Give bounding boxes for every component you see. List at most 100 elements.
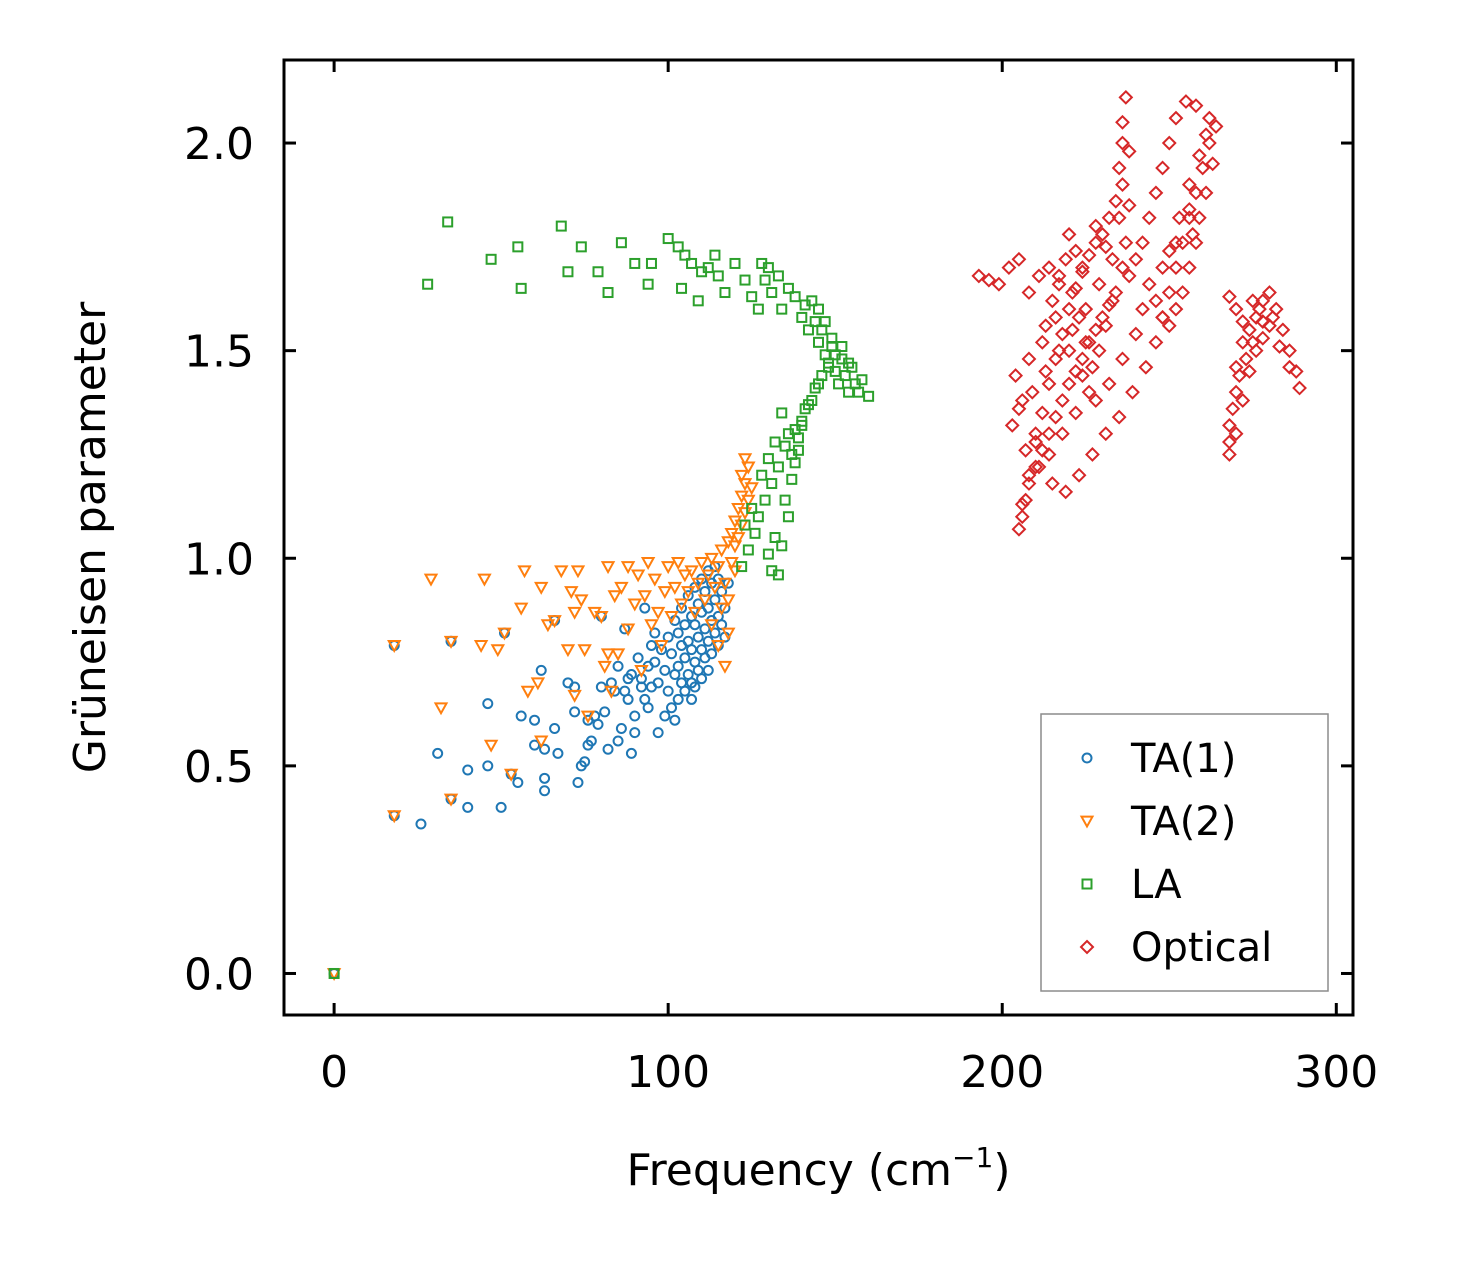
data-point: [1021, 467, 1037, 483]
data-point: [692, 295, 704, 307]
data-point: [1228, 359, 1244, 375]
data-point: [686, 644, 698, 656]
data-point: [689, 619, 701, 631]
data-point: [642, 702, 654, 714]
data-point: [752, 303, 764, 315]
data-point: [602, 743, 614, 755]
data-point: [547, 615, 562, 629]
data-point: [1128, 251, 1144, 267]
data-point: [1155, 310, 1170, 325]
x-axis-label-close: ): [993, 1145, 1010, 1196]
data-point: [1081, 334, 1097, 350]
y-tick-label: 0.0: [184, 949, 254, 1000]
data-point: [709, 627, 721, 639]
data-point: [1191, 148, 1207, 163]
data-point: [701, 569, 716, 583]
y-tick-label: 1.5: [184, 327, 254, 378]
data-point: [702, 602, 714, 614]
data-point: [462, 764, 474, 776]
data-point: [555, 220, 567, 232]
data-point: [696, 673, 708, 685]
data-point: [662, 685, 674, 697]
data-point: [482, 698, 494, 710]
data-point: [1208, 119, 1224, 134]
data-point: [1008, 368, 1024, 383]
data-point: [634, 664, 649, 678]
data-point: [575, 241, 587, 253]
data-point: [759, 274, 771, 286]
data-point: [1051, 343, 1067, 359]
data-point: [802, 399, 814, 411]
data-point: [604, 685, 619, 699]
data-point: [719, 287, 731, 299]
data-point: [1095, 226, 1110, 242]
data-point: [1034, 334, 1050, 350]
data-point: [577, 644, 592, 658]
data-point: [1081, 384, 1097, 400]
data-point: [1235, 334, 1251, 350]
legend-item: Optical: [1079, 925, 1272, 971]
data-point: [1028, 434, 1044, 450]
data-point: [1028, 426, 1044, 442]
data-point: [1228, 426, 1244, 442]
data-point: [574, 594, 589, 608]
data-point: [387, 640, 402, 654]
data-point: [1161, 243, 1177, 259]
plot-frame: [282, 58, 1355, 1017]
data-point: [503, 768, 519, 782]
data-point: [674, 598, 689, 612]
data-point: [620, 623, 636, 637]
data-point: [650, 606, 666, 620]
data-point: [776, 540, 788, 552]
data-point: [483, 739, 499, 753]
legend: TA(1) TA(2) LA Optical: [1040, 713, 1329, 992]
data-point: [1228, 384, 1244, 400]
data-point: [644, 619, 659, 633]
legend-box: [1040, 713, 1329, 992]
series-optical: [971, 89, 1307, 537]
data-point: [655, 644, 667, 656]
data-point: [1081, 247, 1097, 263]
data-point: [645, 639, 657, 651]
data-point: [529, 739, 541, 751]
data-point: [535, 664, 547, 676]
data-point: [742, 544, 754, 556]
data-point: [637, 590, 652, 604]
data-point: [741, 494, 756, 508]
data-point: [679, 249, 691, 261]
data-point: [592, 266, 604, 278]
data-point: [1048, 310, 1064, 325]
data-point: [1111, 210, 1127, 226]
data-point: [1282, 359, 1297, 375]
data-point: [772, 569, 784, 581]
data-point: [1255, 330, 1271, 346]
data-point: [539, 743, 551, 755]
data-point: [1181, 210, 1197, 226]
data-point: [731, 532, 746, 546]
data-point: [1148, 293, 1164, 309]
data-point: [789, 291, 801, 303]
data-point: [1121, 197, 1137, 213]
data-point: [1115, 135, 1130, 151]
data-point: [776, 303, 788, 315]
data-point: [1078, 334, 1094, 350]
data-point: [497, 627, 512, 641]
data-point: [512, 241, 524, 253]
legend-label: Optical: [1131, 925, 1272, 971]
data-point: [1098, 239, 1114, 255]
data-point: [1242, 363, 1257, 379]
data-point: [707, 581, 723, 595]
data-point: [1014, 496, 1030, 512]
data-point: [1091, 343, 1107, 359]
data-point: [1098, 318, 1114, 334]
data-point: [629, 727, 641, 739]
data-point: [686, 693, 698, 705]
data-point: [1171, 210, 1187, 226]
data-point: [622, 693, 634, 705]
data-point: [772, 270, 784, 282]
data-point: [734, 469, 749, 483]
data-point: [823, 357, 835, 369]
data-point: [629, 257, 641, 269]
data-point: [630, 569, 646, 583]
